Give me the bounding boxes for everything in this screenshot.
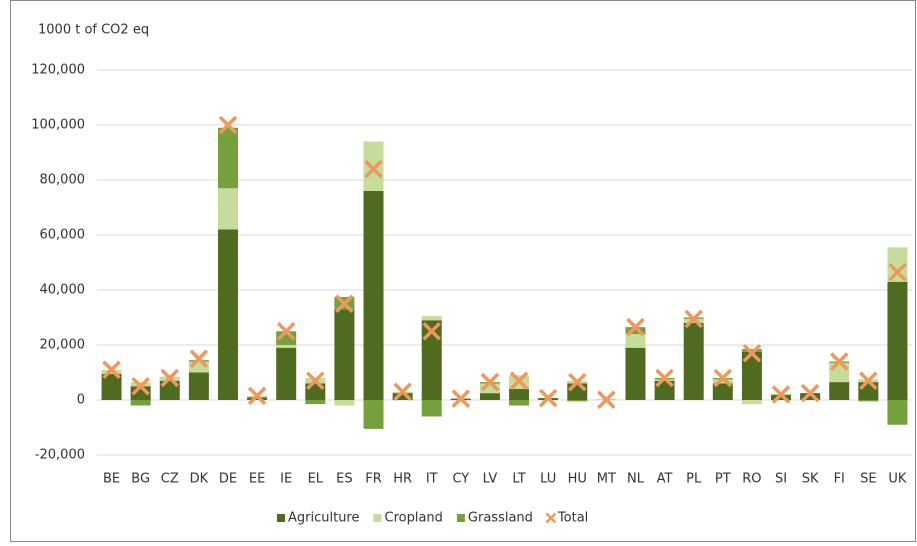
- bar-segment: [684, 323, 704, 400]
- bar-segment: [218, 128, 238, 189]
- x-tick-label: SK: [802, 472, 819, 487]
- x-tick-label: CZ: [161, 472, 179, 487]
- bar-segment: [480, 393, 500, 400]
- bar-segment: [887, 400, 907, 425]
- legend-label: Grassland: [468, 511, 533, 526]
- bar-segment: [422, 316, 442, 320]
- y-tick-label: 0: [77, 393, 85, 408]
- bar-segment: [567, 384, 587, 401]
- bar-segment: [334, 309, 354, 400]
- bar-segment: [422, 400, 442, 417]
- x-tick-label: NL: [627, 472, 645, 487]
- bar-segment: [364, 191, 384, 400]
- x-tick-label: FR: [365, 472, 382, 487]
- bar-segment: [509, 389, 529, 400]
- x-tick-label: EL: [308, 472, 324, 487]
- legend-label: Total: [557, 511, 588, 526]
- bar-segment: [189, 373, 209, 401]
- y-tick-label: 100,000: [31, 118, 85, 133]
- x-tick-label: DE: [219, 472, 237, 487]
- x-tick-label: CY: [452, 472, 469, 487]
- x-tick-label: MT: [597, 472, 616, 487]
- y-tick-label: 120,000: [31, 63, 85, 78]
- x-tick-label: LT: [512, 472, 525, 487]
- x-tick-label: DK: [190, 472, 209, 487]
- y-axis-label: 1000 t of CO2 eq: [38, 23, 149, 38]
- chart-frame: [11, 1, 916, 542]
- x-tick-label: BE: [103, 472, 120, 487]
- bar-segment: [858, 382, 878, 400]
- y-tick-label: -20,000: [35, 448, 85, 463]
- bar-segment: [276, 345, 296, 348]
- y-tick-label: 20,000: [40, 338, 86, 353]
- bar-segment: [364, 400, 384, 429]
- x-tick-label: PL: [686, 472, 702, 487]
- x-tick-label: BG: [131, 472, 150, 487]
- bar-segment: [131, 400, 151, 406]
- x-tick-label: LU: [540, 472, 556, 487]
- x-tick-label: AT: [657, 472, 673, 487]
- bar-segment: [305, 400, 325, 404]
- x-tick-label: ES: [336, 472, 352, 487]
- bar-segment: [742, 400, 762, 404]
- y-tick-label: 60,000: [40, 228, 86, 243]
- bar-segment: [567, 400, 587, 401]
- bar-segment: [858, 400, 878, 401]
- legend-swatch: [457, 514, 465, 522]
- bar-segment: [509, 400, 529, 406]
- bar-segment: [364, 142, 384, 192]
- y-tick-label: 40,000: [40, 283, 86, 298]
- x-tick-label: IE: [280, 472, 292, 487]
- y-tick-label: 80,000: [40, 173, 86, 188]
- legend-swatch: [277, 514, 285, 522]
- bar-segment: [829, 363, 849, 382]
- x-tick-label: HU: [568, 472, 587, 487]
- x-tick-label: SE: [860, 472, 876, 487]
- bar-segment: [218, 230, 238, 401]
- legend-label: Agriculture: [288, 511, 360, 526]
- bar-segment: [625, 348, 645, 400]
- bar-segment: [334, 400, 354, 406]
- bar-segment: [887, 282, 907, 400]
- legend-label: Cropland: [385, 511, 443, 526]
- x-tick-label: PT: [715, 472, 731, 487]
- x-tick-label: RO: [742, 472, 761, 487]
- x-tick-label: HR: [393, 472, 412, 487]
- x-tick-label: LV: [483, 472, 498, 487]
- bar-segment: [218, 188, 238, 229]
- bar-segment: [829, 382, 849, 400]
- x-tick-label: EE: [249, 472, 265, 487]
- legend-swatch: [374, 514, 382, 522]
- x-tick-label: UK: [888, 472, 907, 487]
- x-tick-label: SI: [775, 472, 787, 487]
- x-tick-label: FI: [834, 472, 845, 487]
- x-tick-label: IT: [426, 472, 438, 487]
- bar-segment: [276, 348, 296, 400]
